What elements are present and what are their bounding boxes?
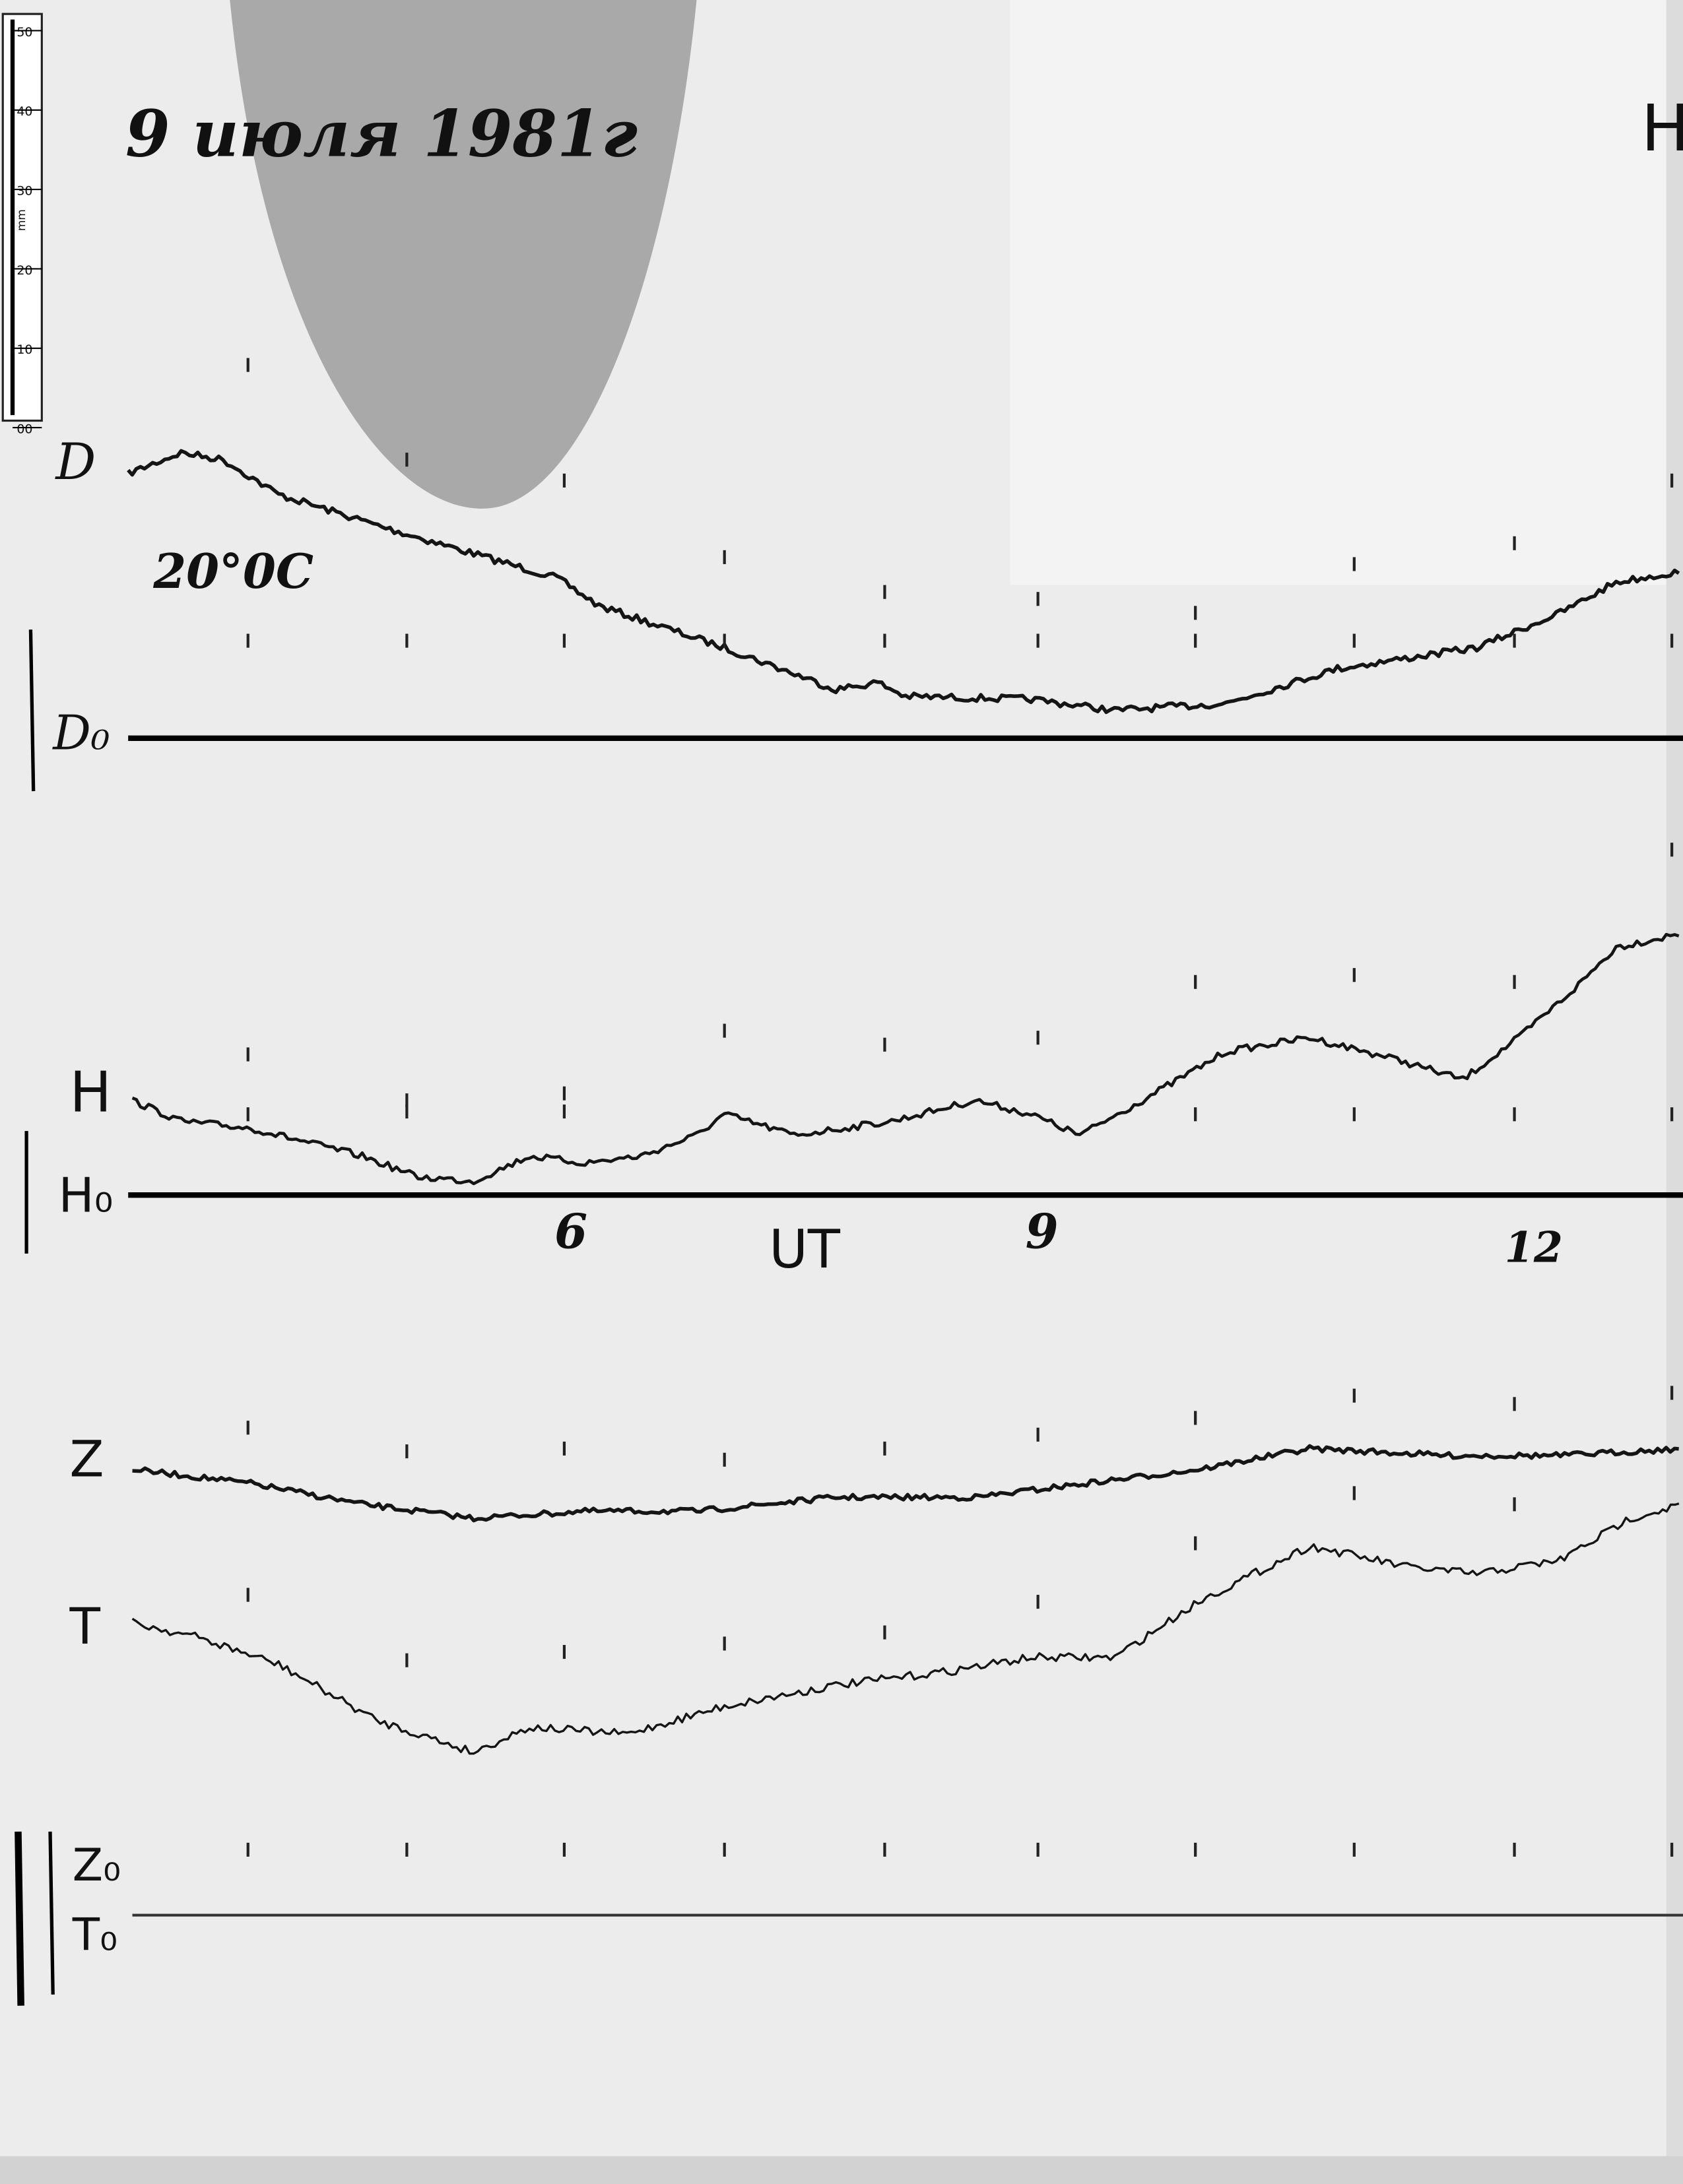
date: 9 июля 1981г	[125, 96, 638, 171]
ruler-tick-label: 20	[16, 263, 32, 278]
trace-line	[127, 449, 1680, 715]
trace-label: D	[54, 432, 96, 491]
baseline-label: H₀	[59, 1168, 114, 1223]
baseline-label: D₀	[51, 705, 110, 761]
arrows	[15, 629, 55, 2006]
ruler-unit: mm	[15, 209, 28, 231]
station: H	[1641, 91, 1683, 166]
paper-edge	[1666, 0, 1683, 2184]
ruler-tick-label: 10	[16, 342, 32, 357]
ruler-tick-label: 30	[16, 184, 32, 199]
ruler-tick-label: 00	[16, 422, 32, 437]
hour-label: 6	[554, 1204, 587, 1259]
ruler-body	[1, 13, 43, 422]
trace-label: Z	[70, 1430, 104, 1489]
paper-light-area	[1010, 0, 1683, 585]
arrow	[15, 1831, 24, 2006]
paper-bottom-edge	[0, 2156, 1683, 2184]
trace-line	[132, 1444, 1679, 1523]
trace-label: T	[69, 1597, 101, 1655]
trace-line	[131, 1502, 1680, 1755]
trace-line	[131, 932, 1680, 1186]
arrow	[48, 1831, 55, 1995]
temperature: 20°0C	[152, 544, 314, 599]
baseline-label: Z₀	[73, 1839, 121, 1891]
arrow	[28, 629, 36, 792]
shadow	[230, 0, 697, 509]
ruler: mm 50 40 30 20 10 00	[1, 13, 43, 437]
time-axis-label: UT	[769, 1219, 841, 1280]
trace-label: H	[70, 1060, 112, 1125]
traces	[127, 449, 1680, 1755]
ruler-tick-label: 40	[16, 104, 32, 119]
ruler-tick-label: 50	[16, 25, 32, 40]
hour-label: 9	[1026, 1204, 1059, 1259]
baseline-label: T₀	[72, 1908, 117, 1960]
hour-label: 12	[1505, 1223, 1563, 1272]
time-marks	[246, 358, 1674, 1857]
